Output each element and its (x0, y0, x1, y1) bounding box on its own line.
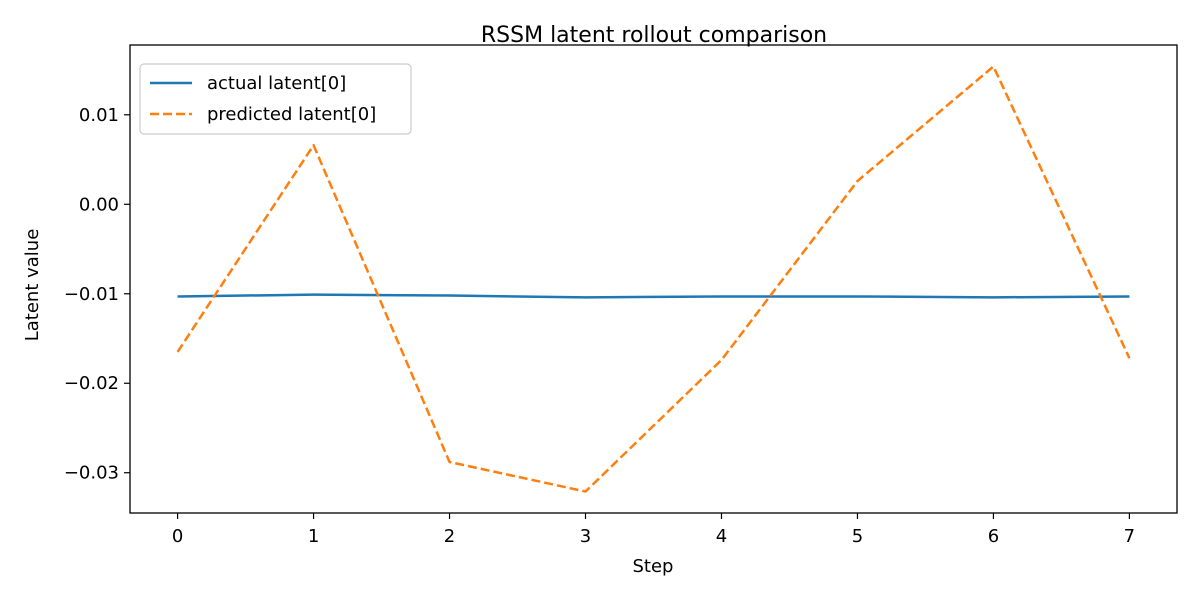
y-tick-label: −0.03 (64, 463, 119, 484)
y-tick-label: −0.02 (64, 373, 119, 394)
legend: actual latent[0] predicted latent[0] (139, 63, 412, 135)
x-tick-label: 6 (988, 526, 999, 547)
x-tick-label: 1 (308, 526, 319, 547)
y-axis-label: Latent value (22, 229, 43, 342)
legend-label-1: predicted latent[0] (207, 104, 376, 125)
y-tick-label: 0.01 (79, 105, 119, 126)
x-axis-ticks: 0 1 2 3 4 5 6 7 (172, 513, 1135, 547)
x-tick-label: 2 (444, 526, 455, 547)
x-tick-label: 0 (172, 526, 183, 547)
series-line-0 (177, 293, 1130, 299)
x-tick-label: 5 (852, 526, 863, 547)
x-tick-label: 7 (1124, 526, 1135, 547)
x-tick-label: 3 (580, 526, 591, 547)
chart-title: RSSM latent rollout comparison (481, 23, 827, 48)
x-tick-label: 4 (716, 526, 727, 547)
y-tick-label: 0.00 (79, 194, 119, 215)
y-tick-label: −0.01 (64, 284, 119, 305)
x-axis-label: Step (633, 556, 674, 577)
legend-box (139, 63, 412, 135)
plot-frame (129, 44, 1178, 514)
series-line-1 (176, 65, 1131, 493)
legend-label-0: actual latent[0] (207, 73, 346, 94)
y-axis-ticks: 0.01 0.00 −0.01 −0.02 −0.03 (64, 105, 130, 484)
series-layer (176, 65, 1131, 493)
